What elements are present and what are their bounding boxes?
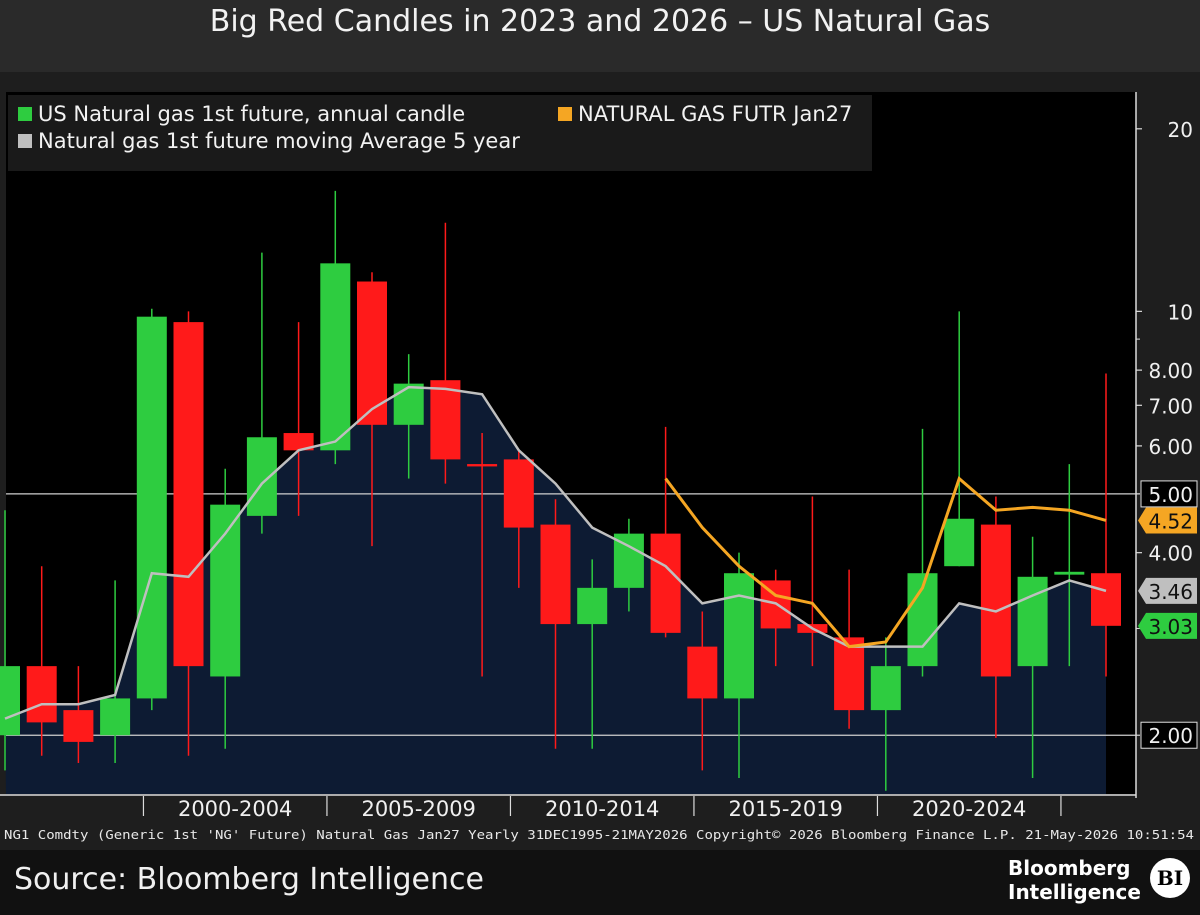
- candle-body: [63, 710, 94, 742]
- moving-average-line: [4, 385, 1107, 720]
- candle-body: [577, 587, 608, 625]
- candle-body: [1091, 573, 1121, 626]
- candle-body: [724, 573, 754, 699]
- candle-body: [944, 518, 975, 567]
- reference-label-box: [1140, 480, 1198, 508]
- brand-line1: Bloomberg: [1008, 856, 1131, 880]
- last-value-tag: [1138, 612, 1197, 639]
- bi-badge-icon: BI: [1150, 858, 1190, 898]
- footer-bar: [0, 850, 1200, 915]
- candle-body: [210, 504, 241, 677]
- candle-body: [687, 646, 718, 699]
- y-tick-label: 20: [1168, 118, 1193, 142]
- candle-body: [283, 433, 314, 451]
- candle-body: [173, 322, 204, 667]
- last-value-tag: [1138, 507, 1197, 534]
- bloomberg-intelligence-logo: Bloomberg Intelligence: [1008, 856, 1141, 904]
- candle-body: [393, 383, 424, 425]
- candle-body: [246, 437, 277, 516]
- candle-body: [0, 666, 20, 736]
- last-value-label: 3.03: [1148, 615, 1193, 639]
- reference-label-box: [1140, 721, 1198, 749]
- chart: US Natural gas 1st future, annual candle…: [0, 92, 1198, 842]
- last-value-label: 4.52: [1148, 509, 1193, 533]
- reference-label: 2.00: [1148, 724, 1193, 748]
- chart-title: Big Red Candles in 2023 and 2026 – US Na…: [209, 4, 991, 39]
- y-tick-label: 10: [1168, 300, 1193, 324]
- legend-label: Natural gas 1st future moving Average 5 …: [38, 129, 520, 153]
- brand-line2: Intelligence: [1008, 880, 1141, 904]
- legend-box: [8, 95, 872, 171]
- x-tick-label: 2020-2024: [912, 797, 1026, 821]
- x-tick-label: 2000-2004: [178, 797, 292, 821]
- last-value-label: 3.46: [1148, 580, 1193, 604]
- candle-body: [1054, 571, 1085, 575]
- title-bar: [0, 0, 1200, 72]
- x-tick-label: 2005-2009: [361, 797, 475, 821]
- futr-jan27-line: [664, 475, 1107, 649]
- footer-text: NG1 Comdty (Generic 1st 'NG' Future) Nat…: [4, 827, 1194, 842]
- candle-body: [503, 459, 534, 528]
- candle-body: [357, 281, 387, 425]
- legend-swatch: [18, 107, 32, 121]
- candle-body: [980, 524, 1011, 677]
- y-tick-label: 4.00: [1148, 542, 1193, 566]
- candle-body: [467, 464, 498, 467]
- candle-body: [320, 263, 351, 451]
- candle-body: [870, 666, 901, 711]
- candle-body: [650, 533, 681, 633]
- y-tick-label: 6.00: [1148, 435, 1193, 459]
- legend-label: US Natural gas 1st future, annual candle: [38, 102, 465, 126]
- reference-label: 5.00: [1148, 483, 1193, 507]
- candle-body: [613, 533, 644, 588]
- last-value-tag: [1138, 577, 1197, 604]
- candle-body: [100, 698, 131, 736]
- legend-swatch: [18, 134, 32, 148]
- legend-swatch: [558, 107, 572, 121]
- y-tick-label: 7.00: [1148, 394, 1193, 418]
- y-tick-label: 8.00: [1148, 359, 1193, 383]
- legend-label: NATURAL GAS FUTR Jan27: [578, 102, 852, 126]
- candle-body: [26, 666, 57, 723]
- candle-body: [430, 380, 461, 460]
- x-tick-label: 2015-2019: [728, 797, 842, 821]
- candle-body: [136, 316, 167, 699]
- candle-body: [834, 637, 865, 711]
- x-tick-label: 2010-2014: [545, 797, 659, 821]
- candle-body: [540, 524, 571, 625]
- source-text: Source: Bloomberg Intelligence: [14, 862, 484, 897]
